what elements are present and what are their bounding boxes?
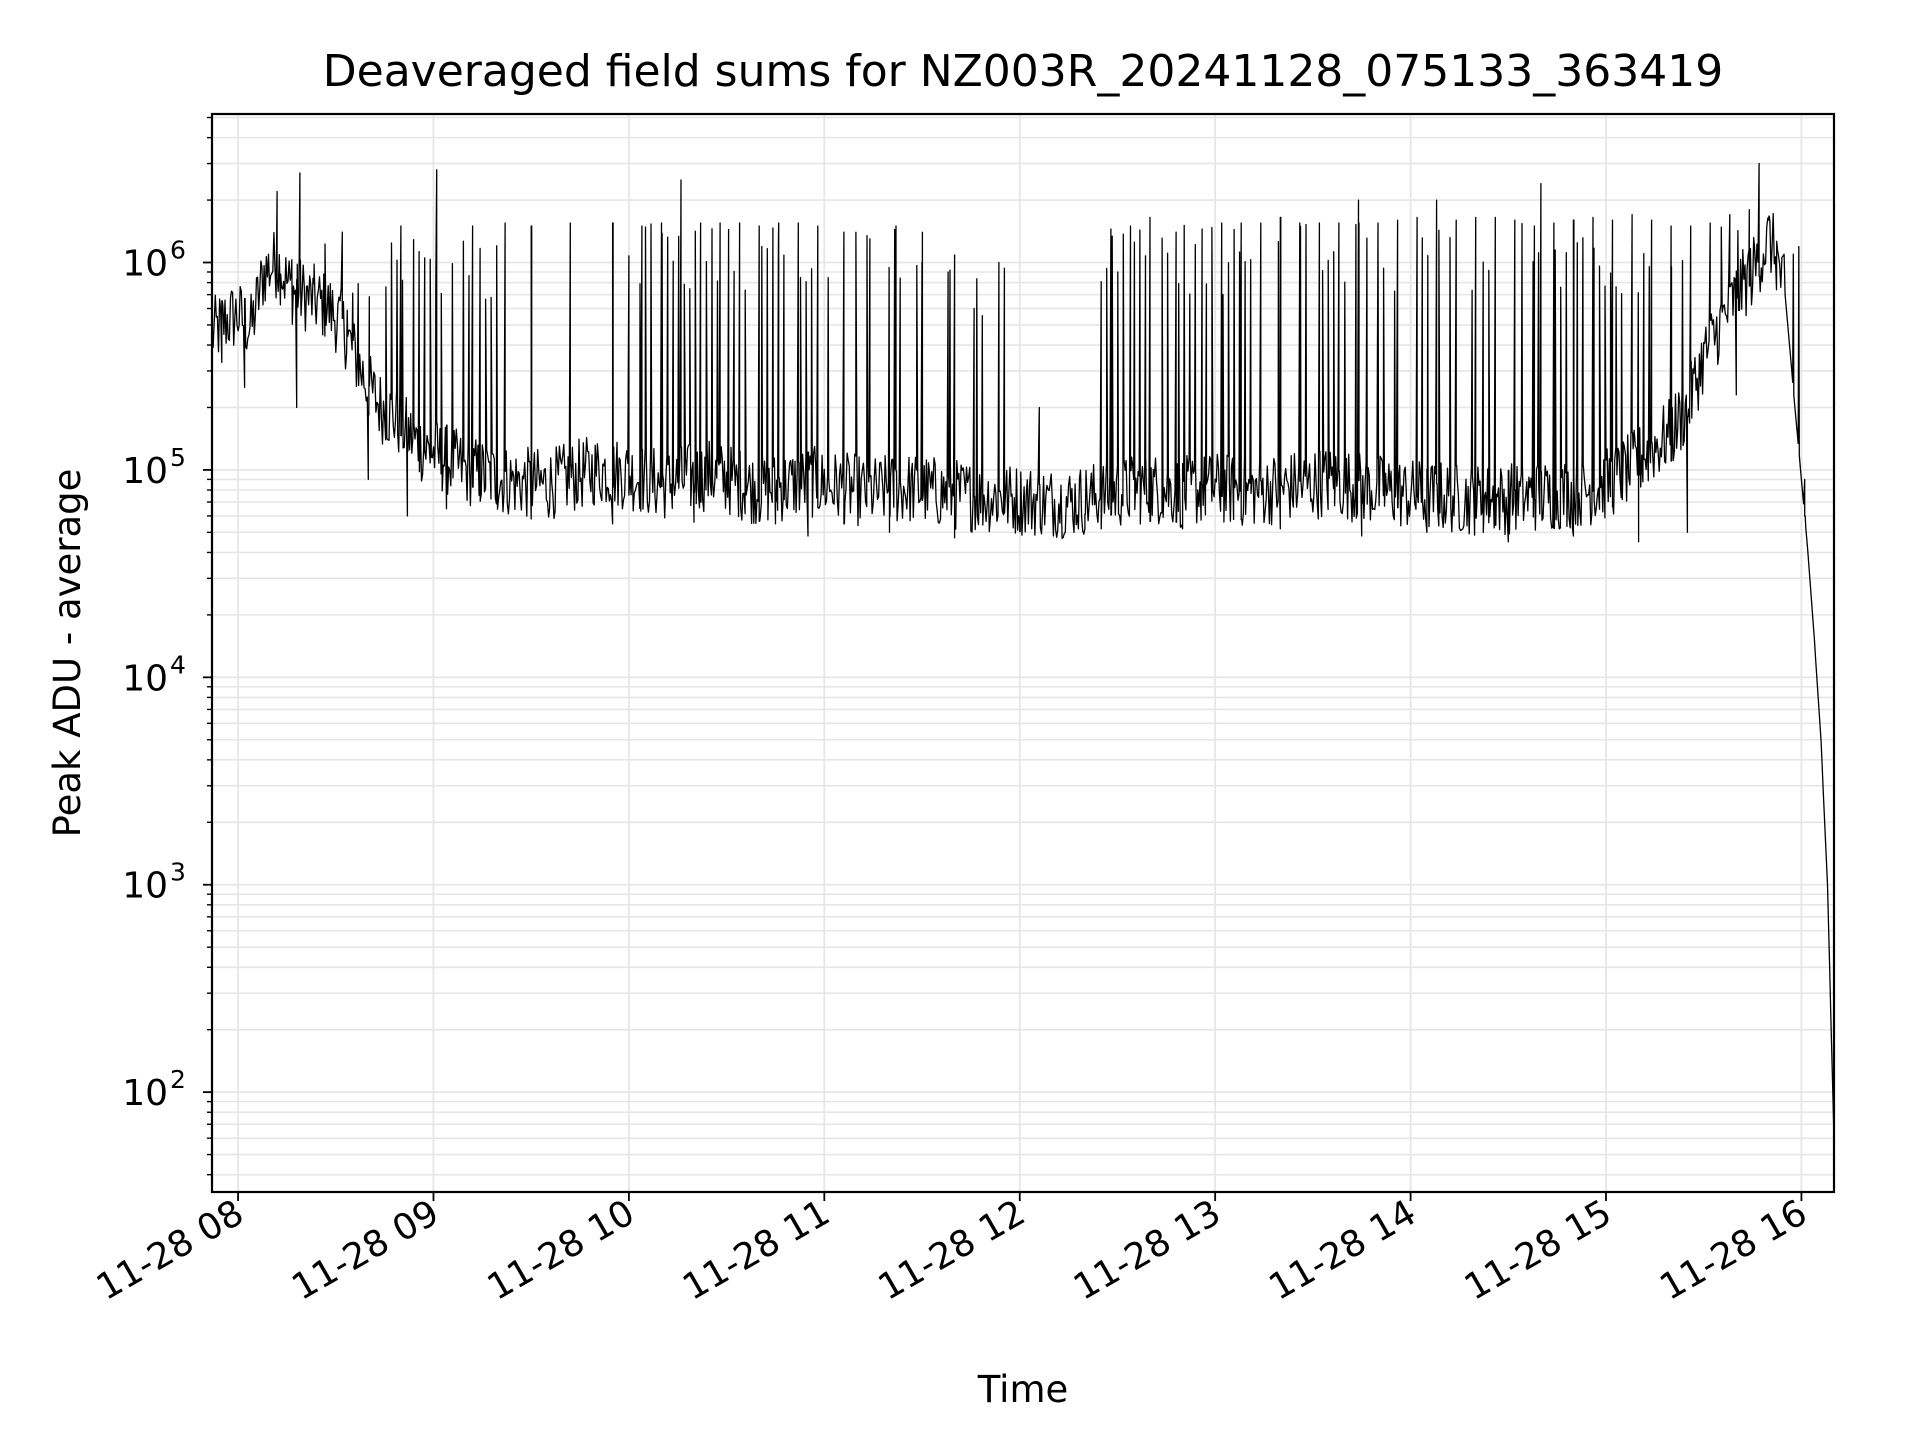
plot-frame	[210, 112, 1836, 1194]
y-tick-label: 10	[122, 658, 168, 699]
y-tick-label-exponent: 5	[170, 443, 186, 472]
x-axis-label: Time	[977, 1368, 1069, 1411]
series-line	[211, 162, 1835, 1139]
y-tick-label-exponent: 3	[170, 858, 186, 887]
y-tick-label: 10	[122, 1073, 168, 1114]
y-tick-label: 10	[122, 451, 168, 492]
y-tick-label-exponent: 2	[170, 1065, 186, 1094]
chart-title: Deaveraged field sums for NZ003R_2024112…	[323, 46, 1723, 97]
y-tick-label-exponent: 4	[170, 650, 186, 679]
grid	[212, 114, 1834, 1192]
data-layer	[211, 162, 1835, 1139]
y-axis-label: Peak ADU - average	[46, 469, 89, 838]
y-tick-label-exponent: 6	[170, 236, 186, 265]
y-tick-label: 10	[122, 244, 168, 285]
plot-area	[212, 114, 1834, 1192]
y-tick-label: 10	[122, 866, 168, 907]
